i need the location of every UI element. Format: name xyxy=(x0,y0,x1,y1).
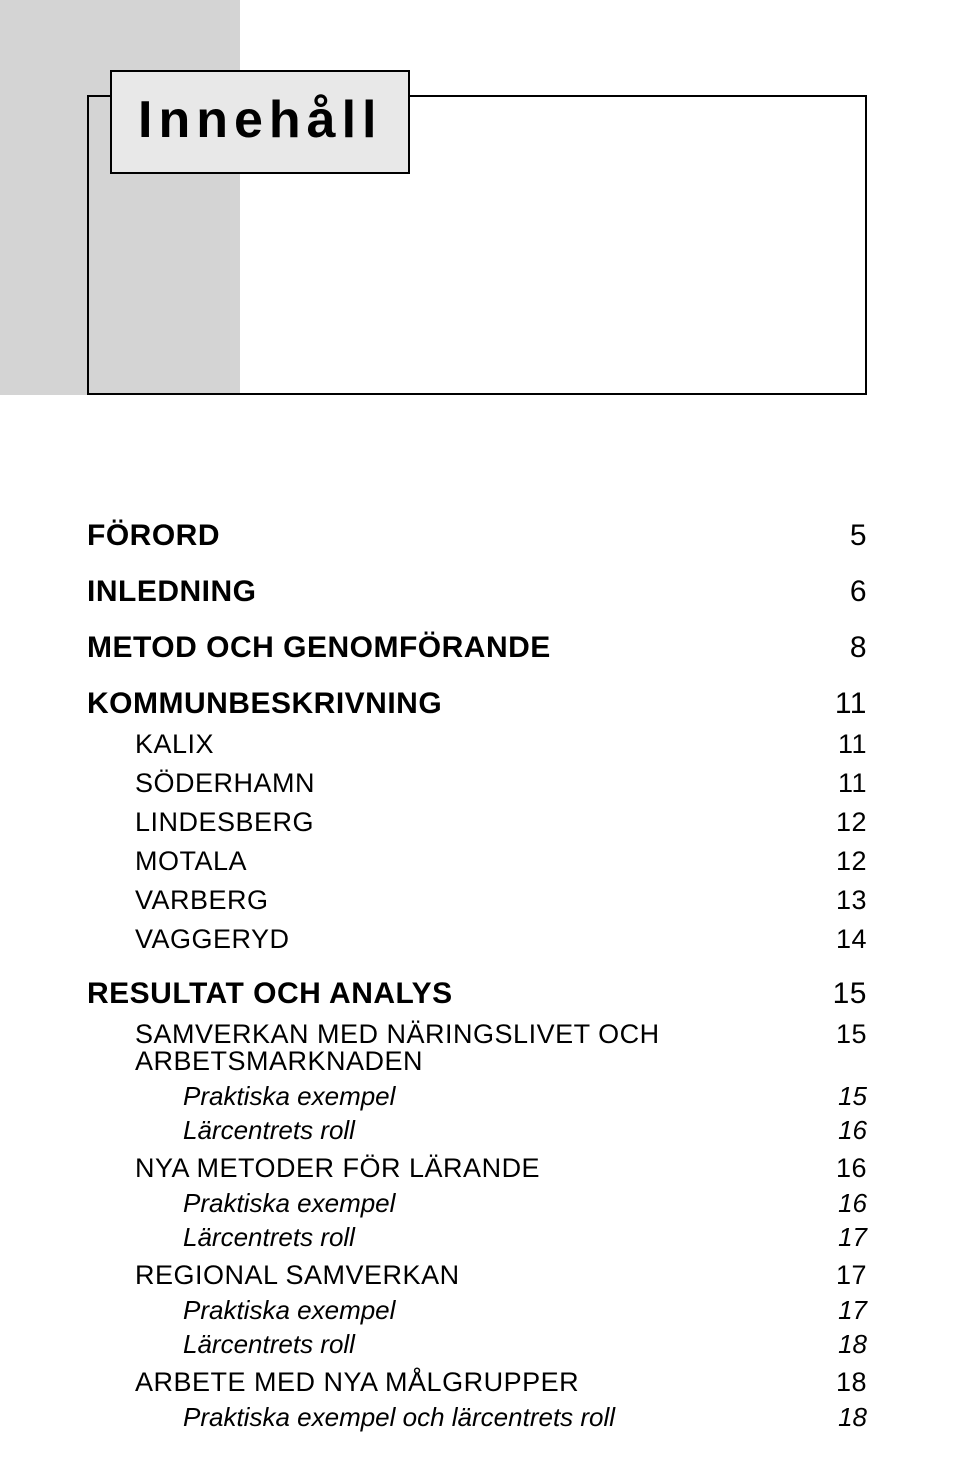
toc-entry-label: VAGGERYD xyxy=(135,926,290,953)
toc-entry-label: SÖDERHAMN xyxy=(135,770,315,797)
toc-entry: Lärcentrets roll 16 xyxy=(87,1117,867,1143)
toc-entry-label: Praktiska exempel xyxy=(183,1297,395,1323)
toc-entry-label: FÖRORD xyxy=(87,521,220,551)
toc-entry: INLEDNING 6 xyxy=(87,577,867,607)
toc-entry: ARBETE MED NYA MÅLGRUPPER 18 xyxy=(87,1369,867,1396)
toc-entry-label: Praktiska exempel och lärcentrets roll xyxy=(183,1404,615,1430)
toc-entry-label: Praktiska exempel xyxy=(183,1083,395,1109)
toc-entry-label: INLEDNING xyxy=(87,577,257,607)
toc-entry: METOD OCH GENOMFÖRANDE 8 xyxy=(87,633,867,663)
toc-entry-page: 17 xyxy=(838,1224,867,1250)
title-box: Innehåll xyxy=(110,70,410,174)
toc-entry-page: 12 xyxy=(836,848,867,875)
toc-entry-label: VARBERG xyxy=(135,887,269,914)
toc-entry-page: 18 xyxy=(838,1331,867,1357)
toc-entry: RESULTAT OCH ANALYS 15 xyxy=(87,979,867,1009)
toc-entry-label: LINDESBERG xyxy=(135,809,314,836)
toc-entry: Praktiska exempel 17 xyxy=(87,1297,867,1323)
toc-entry-label: NYA METODER FÖR LÄRANDE xyxy=(135,1155,540,1182)
toc-entry-page: 14 xyxy=(836,926,867,953)
toc-entry-page: 5 xyxy=(850,521,867,551)
toc-entry-label: REGIONAL SAMVERKAN xyxy=(135,1262,460,1289)
toc-entry-page: 13 xyxy=(836,887,867,914)
toc-entry: NYA METODER FÖR LÄRANDE 16 xyxy=(87,1155,867,1182)
toc-entry: VAGGERYD 14 xyxy=(87,926,867,953)
toc-entry-label: MOTALA xyxy=(135,848,247,875)
toc-entry-label: KALIX xyxy=(135,731,214,758)
toc-entry: Lärcentrets roll 18 xyxy=(87,1331,867,1357)
toc-entry: Praktiska exempel 15 xyxy=(87,1083,867,1109)
toc-entry-page: 15 xyxy=(838,1083,867,1109)
toc-entry-page: 16 xyxy=(836,1155,867,1182)
toc-entry: KOMMUNBESKRIVNING 11 xyxy=(87,689,867,719)
toc-entry-label: METOD OCH GENOMFÖRANDE xyxy=(87,633,551,663)
toc-entry-label: KOMMUNBESKRIVNING xyxy=(87,689,442,719)
toc-entry: MOTALA 12 xyxy=(87,848,867,875)
toc-entry-label: SAMVERKAN MED NÄRINGSLIVET OCH ARBETSMAR… xyxy=(135,1021,836,1075)
toc-entry-page: 6 xyxy=(850,577,867,607)
toc-entry-page: 15 xyxy=(836,1021,867,1048)
toc-entry-label: Lärcentrets roll xyxy=(183,1331,355,1357)
toc-entry-label: Lärcentrets roll xyxy=(183,1117,355,1143)
page-title: Innehåll xyxy=(138,90,382,150)
table-of-contents: FÖRORD 5 INLEDNING 6 METOD OCH GENOMFÖRANDE 8… xyxy=(87,495,867,1434)
toc-entry-page: 18 xyxy=(836,1369,867,1396)
toc-entry: KALIX 11 xyxy=(87,731,867,758)
toc-entry-page: 18 xyxy=(838,1404,867,1430)
toc-entry: LINDESBERG 12 xyxy=(87,809,867,836)
toc-entry-label: Lärcentrets roll xyxy=(183,1224,355,1250)
toc-entry-page: 12 xyxy=(836,809,867,836)
toc-entry-page: 17 xyxy=(836,1262,867,1289)
toc-entry-page: 15 xyxy=(833,979,867,1009)
toc-entry: VARBERG 13 xyxy=(87,887,867,914)
toc-entry-label: ARBETE MED NYA MÅLGRUPPER xyxy=(135,1369,579,1396)
toc-entry: SÖDERHAMN 11 xyxy=(87,770,867,797)
toc-entry: Praktiska exempel och lärcentrets roll 18 xyxy=(87,1404,867,1430)
toc-entry-page: 8 xyxy=(850,633,867,663)
toc-entry-page: 17 xyxy=(838,1297,867,1323)
toc-entry: FÖRORD 5 xyxy=(87,521,867,551)
toc-entry: Lärcentrets roll 17 xyxy=(87,1224,867,1250)
toc-entry-page: 11 xyxy=(835,689,867,719)
toc-entry: SAMVERKAN MED NÄRINGSLIVET OCH ARBETSMAR… xyxy=(87,1021,867,1075)
toc-entry-page: 11 xyxy=(838,731,867,758)
toc-entry: REGIONAL SAMVERKAN 17 xyxy=(87,1262,867,1289)
toc-entry-page: 16 xyxy=(838,1190,867,1216)
toc-entry: Praktiska exempel 16 xyxy=(87,1190,867,1216)
toc-entry-label: Praktiska exempel xyxy=(183,1190,395,1216)
toc-entry-page: 11 xyxy=(838,770,867,797)
toc-entry-page: 16 xyxy=(838,1117,867,1143)
toc-entry-label: RESULTAT OCH ANALYS xyxy=(87,979,453,1009)
